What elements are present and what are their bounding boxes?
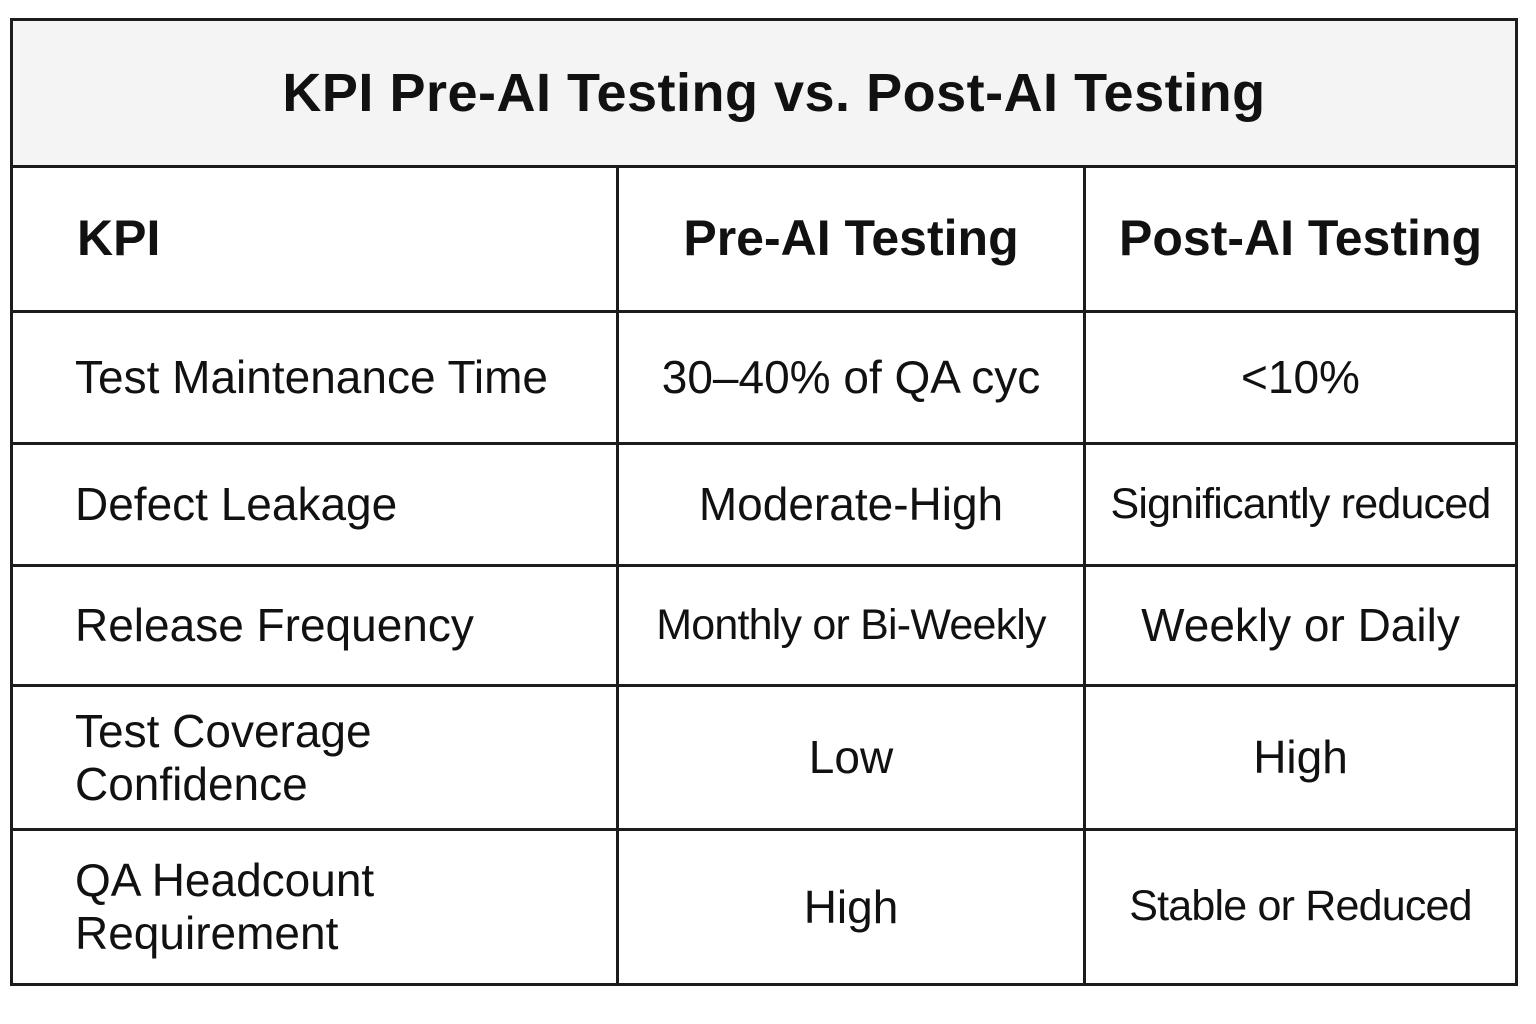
table-row-kpi: Test Maintenance Time <box>13 313 619 445</box>
table-row-kpi: Defect Leakage <box>13 445 619 567</box>
table-row-kpi-label: Test Coverage Confidence <box>75 704 372 810</box>
table-row-pre-ai: Monthly or Bi-Weekly <box>619 567 1086 687</box>
table-row-pre-ai: High <box>619 831 1086 983</box>
table-row-post-ai: Stable or Reduced <box>1129 882 1472 931</box>
table-row-post-ai: <10% <box>1086 313 1515 445</box>
kpi-comparison-table: KPI Pre-AI Testing vs. Post-AI Testing K… <box>10 18 1518 986</box>
table-row-post-ai: High <box>1086 687 1515 831</box>
table-row-post-ai: Weekly or Daily <box>1086 567 1515 687</box>
column-header-pre-ai: Pre-AI Testing <box>619 168 1086 313</box>
column-header-post-ai: Post-AI Testing <box>1086 168 1515 313</box>
table-row-kpi: Test Coverage Confidence <box>13 687 619 831</box>
table-row-post-ai: Significantly reduced <box>1086 445 1515 567</box>
table-row-kpi-label: QA Headcount Requirement <box>75 854 375 959</box>
column-header-kpi: KPI <box>13 168 619 313</box>
table-title: KPI Pre-AI Testing vs. Post-AI Testing <box>282 63 1266 123</box>
table-row-pre-ai: Moderate-High <box>619 445 1086 567</box>
table-row-pre-ai: 30–40% of QA cyc <box>619 313 1086 445</box>
table-row-pre-ai: Low <box>619 687 1086 831</box>
table-row-kpi: Release Frequency <box>13 567 619 687</box>
table-grid: KPI Pre-AI Testing Post-AI Testing Test … <box>13 168 1515 983</box>
table-title-row: KPI Pre-AI Testing vs. Post-AI Testing <box>13 21 1515 168</box>
table-row-kpi: QA Headcount Requirement <box>13 831 619 983</box>
